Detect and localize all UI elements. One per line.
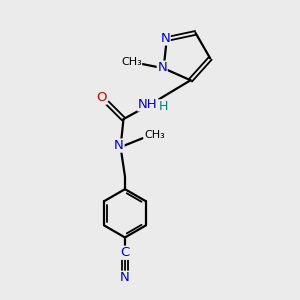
Text: CH₃: CH₃ [144,130,165,140]
Text: H: H [159,100,168,113]
Text: C: C [120,246,130,259]
Text: CH₃: CH₃ [121,57,142,68]
Text: O: O [96,91,107,104]
Text: NH: NH [138,98,158,111]
Text: N: N [157,61,167,74]
Text: N: N [120,271,130,284]
Text: N: N [114,139,124,152]
Text: N: N [160,32,170,45]
